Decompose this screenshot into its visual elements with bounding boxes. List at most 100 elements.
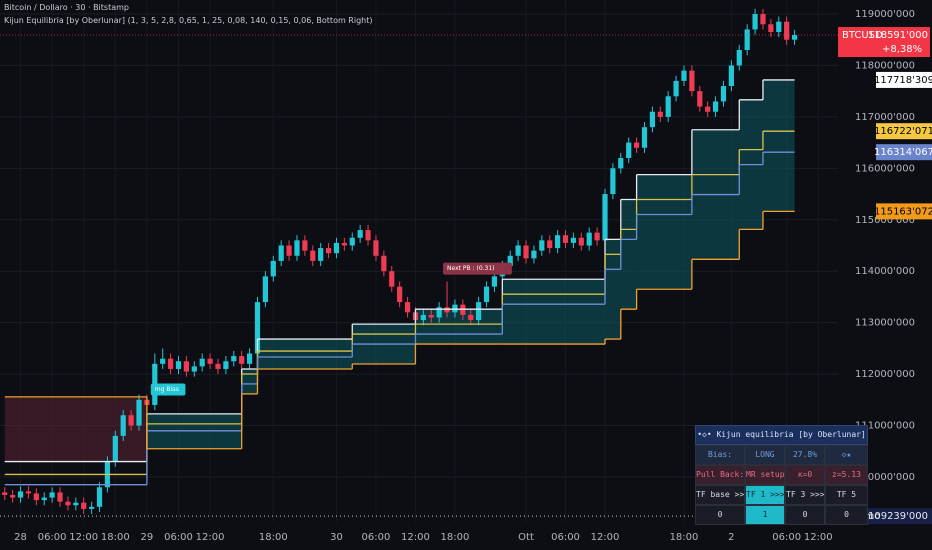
candle-body (744, 29, 750, 51)
cell: 27.8% (785, 445, 825, 465)
cell: Pull Back: (695, 465, 745, 485)
last-price-label: 118591'000 (868, 30, 928, 41)
candle-body (231, 356, 237, 362)
candle-body (649, 111, 655, 128)
cell: Bias: (695, 445, 745, 465)
candle-body (199, 358, 205, 367)
candle-body (531, 250, 537, 259)
x-tick-label: 18:00 (101, 532, 130, 543)
candle-body (160, 358, 166, 364)
band-fill (257, 339, 353, 370)
candle-body (318, 248, 324, 261)
candle-body (25, 491, 32, 494)
candle-body (728, 65, 734, 87)
candle-body (17, 491, 24, 498)
cell: LONG (745, 445, 785, 465)
candle-body (760, 13, 766, 25)
candle-body (452, 304, 458, 313)
candle-body (254, 302, 261, 354)
x-tick-label: 12:00 (196, 532, 225, 543)
candle-body (341, 242, 347, 246)
candle-body (720, 86, 727, 102)
y-tick-label: 116000'000 (855, 163, 915, 174)
symbol-title: Bitcoin / Dollaro · 30 · Bitstamp (4, 3, 129, 12)
candle-body (302, 240, 308, 251)
candle-body (168, 358, 174, 369)
x-tick-label: 06:00 (164, 532, 193, 543)
candle-body (657, 111, 663, 117)
minimum-value: 109239'000 (868, 511, 928, 522)
candle-body (681, 70, 687, 81)
indicator-title: Kijun Equilibria [by Oberlunar] (1, 3, 5… (4, 16, 373, 25)
candle-body (428, 314, 434, 318)
cell: TF 5 (825, 485, 868, 505)
candle-body (49, 492, 55, 498)
annotation-box (443, 262, 512, 275)
cell: z=5.13 (825, 465, 868, 485)
last-price-change: +8,38% (882, 44, 922, 55)
x-tick-label: 2 (728, 532, 734, 543)
candle-body (776, 21, 782, 32)
candle-body (436, 307, 442, 318)
candle-body (112, 435, 118, 462)
x-tick-label: 12:00 (591, 532, 620, 543)
candle-body (547, 240, 553, 249)
candle-body (96, 487, 103, 507)
x-tick-label: 18:00 (259, 532, 288, 543)
x-tick-label: 06:00 (772, 532, 801, 543)
info-table: •◇• Kijun equilibria [by Oberlunar] •◇• … (695, 425, 868, 525)
cell: 0 (695, 505, 745, 525)
candle-body (586, 232, 592, 246)
candle-body (262, 276, 268, 303)
candle-body (349, 237, 355, 246)
candle-body (483, 286, 490, 303)
candle-body (562, 235, 569, 243)
x-tick-label: 12:00 (69, 532, 98, 543)
candle-body (712, 101, 719, 112)
candle-body (673, 80, 679, 97)
candle-body (286, 245, 292, 256)
candle-body (736, 50, 742, 66)
y-tick-label: 114000'000 (855, 266, 915, 277)
candle-body (41, 497, 47, 501)
candle-body (175, 361, 182, 369)
x-tick-label: 06:00 (551, 532, 580, 543)
candle-body (555, 235, 561, 249)
candle-body (81, 502, 87, 509)
candle-body (325, 248, 332, 254)
candle-body (65, 501, 71, 506)
candle-body (10, 494, 16, 498)
band-fill (762, 79, 795, 212)
candle-body (223, 361, 229, 369)
price-tag (876, 144, 932, 161)
cell: TF base >>> (695, 485, 745, 505)
x-tick-label: 18:00 (441, 532, 470, 543)
price-tag (876, 123, 932, 140)
candle-body (752, 13, 758, 30)
band-fill (636, 174, 692, 290)
table-row: Bias: LONG 27.8% ◇★ (695, 445, 868, 465)
candle-body (618, 158, 624, 169)
candle-body (626, 142, 632, 159)
candle-body (665, 96, 671, 117)
price-tag-label: 115163'072 (874, 206, 932, 217)
candle-body (641, 127, 648, 148)
x-tick-label: 29 (141, 532, 154, 543)
candle-body (791, 35, 798, 40)
band-fill (620, 199, 637, 310)
candle-body (239, 356, 245, 364)
x-tick-label: 06:00 (362, 532, 391, 543)
candle-body (215, 363, 221, 369)
y-tick-label: 115000'000 (855, 215, 915, 226)
candle-body (697, 91, 703, 107)
candle-body (633, 142, 640, 148)
x-tick-label: 18:00 (670, 532, 699, 543)
candle-body (594, 232, 600, 241)
cell: TF 1 >>> (745, 485, 785, 505)
candle-body (689, 70, 695, 92)
cell: 0 (825, 505, 868, 525)
candle-body (246, 353, 253, 364)
candle-body (610, 168, 616, 195)
